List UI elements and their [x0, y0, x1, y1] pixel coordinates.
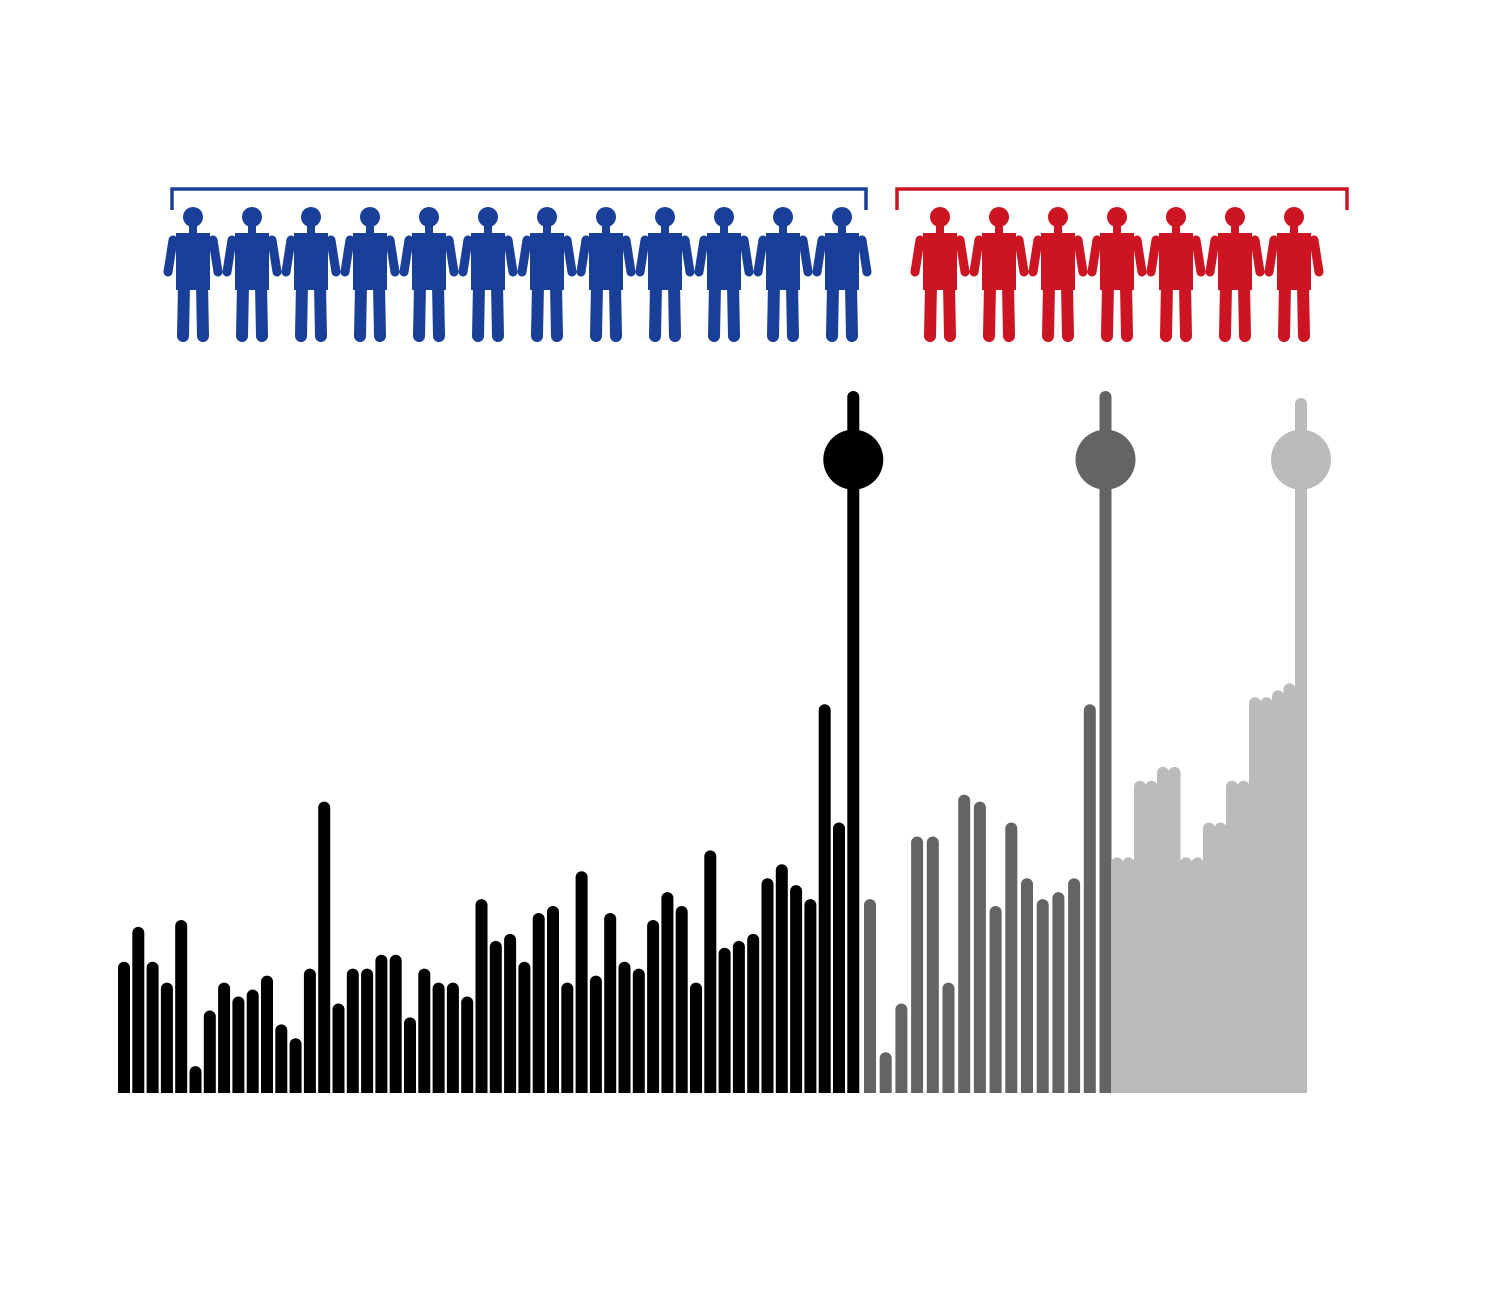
- bar-chart: [100, 391, 1350, 1105]
- series-series-black: [118, 391, 884, 1099]
- group-b-bracket: [895, 187, 1349, 210]
- person-icon: [812, 207, 872, 342]
- person-icon: [1205, 207, 1265, 342]
- person-icon: [969, 207, 1029, 342]
- group-b: [895, 187, 1349, 342]
- person-icon: [222, 207, 282, 342]
- people-groups: [163, 187, 1349, 342]
- person-icon: [1087, 207, 1147, 342]
- group-a: [163, 187, 872, 342]
- marker-dot: [1271, 429, 1331, 490]
- person-icon: [753, 207, 813, 342]
- person-icon: [576, 207, 636, 342]
- person-icon: [458, 207, 518, 342]
- person-icon: [163, 207, 223, 342]
- person-icon: [517, 207, 577, 342]
- marker-dot: [1075, 429, 1136, 490]
- person-icon: [635, 207, 695, 342]
- series-series-dark-gray: [864, 391, 1136, 1099]
- series-series-light-gray: [1111, 397, 1331, 1099]
- group-a-bracket: [170, 187, 868, 210]
- person-icon: [910, 207, 970, 342]
- person-icon: [1146, 207, 1206, 342]
- person-icon: [1028, 207, 1088, 342]
- person-icon: [281, 207, 341, 342]
- person-icon: [694, 207, 754, 342]
- person-icon: [399, 207, 459, 342]
- person-icon: [1264, 207, 1324, 342]
- baseline-mask: [100, 1093, 1350, 1105]
- marker-dot: [823, 429, 884, 490]
- person-icon: [340, 207, 400, 342]
